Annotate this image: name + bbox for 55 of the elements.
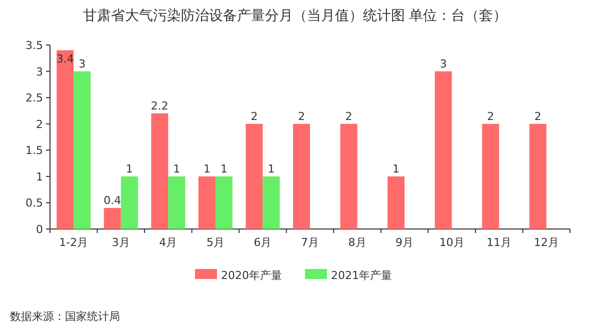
data-label: 3 xyxy=(78,57,86,70)
bar xyxy=(529,124,546,229)
y-tick-label: 1 xyxy=(36,170,43,184)
x-tick-label: 4月 xyxy=(159,236,178,249)
data-label: 1 xyxy=(268,162,275,176)
data-label: 3.4 xyxy=(56,52,74,66)
data-label: 2 xyxy=(534,110,542,123)
x-tick-label: 9月 xyxy=(396,236,414,249)
x-tick-label: 12月 xyxy=(534,236,559,249)
bar xyxy=(246,124,263,229)
data-label: 1 xyxy=(173,162,180,176)
y-tick-label: 3 xyxy=(36,65,43,78)
data-label: 1 xyxy=(220,162,228,176)
chart-title: 甘肃省大气污染防治设备产量分月（当月值）统计图 单位：台（套） xyxy=(82,8,508,24)
x-tick-label: 6月 xyxy=(254,236,272,249)
legend-label: 2020年产量 xyxy=(221,269,282,282)
legend-label: 2021年产量 xyxy=(331,269,392,282)
bar xyxy=(482,124,500,229)
bar xyxy=(293,124,310,229)
bar xyxy=(198,176,216,229)
bar xyxy=(215,176,232,229)
bar xyxy=(434,71,452,229)
bar xyxy=(262,176,280,229)
y-tick-label: 2.5 xyxy=(26,92,43,105)
data-label: 2 xyxy=(345,110,352,123)
data-label: 2 xyxy=(250,110,258,123)
data-label: 1 xyxy=(126,162,133,176)
data-label: 0.4 xyxy=(104,194,122,207)
x-tick-label: 7月 xyxy=(301,236,319,249)
y-tick-label: 3.5 xyxy=(26,39,43,52)
x-tick-label: 8月 xyxy=(348,236,366,249)
y-tick-label: 2 xyxy=(36,118,43,131)
bar xyxy=(74,71,91,229)
y-tick-label: 1.5 xyxy=(26,144,43,158)
x-tick-label: 11月 xyxy=(486,236,512,249)
bar xyxy=(120,176,138,229)
bar xyxy=(388,176,405,229)
bar xyxy=(168,176,186,229)
x-tick-label: 10月 xyxy=(439,236,464,249)
x-tick-label: 5月 xyxy=(206,236,224,249)
y-tick-label: 0 xyxy=(36,223,43,236)
x-tick-label: 3月 xyxy=(112,236,130,249)
bar xyxy=(56,50,74,229)
data-label: 1 xyxy=(203,162,210,176)
data-label: 2 xyxy=(298,110,305,123)
data-label: 2.2 xyxy=(150,99,168,112)
bar xyxy=(104,208,121,229)
x-tick-label: 1-2月 xyxy=(59,236,88,249)
y-tick-label: 0.5 xyxy=(26,196,43,210)
data-label: 2 xyxy=(487,110,494,123)
source-note: 数据来源：国家统计局 xyxy=(10,310,120,323)
bar xyxy=(340,124,358,229)
bar xyxy=(151,113,168,229)
data-label: 1 xyxy=(392,162,400,176)
data-label: 3 xyxy=(440,57,447,70)
